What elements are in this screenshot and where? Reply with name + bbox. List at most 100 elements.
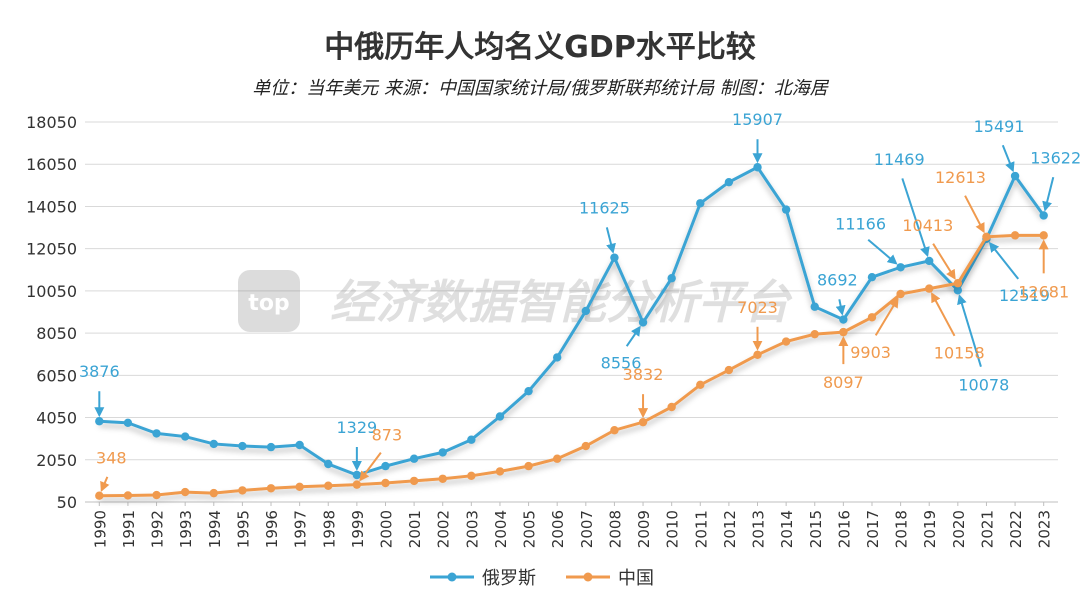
x-tick-label: 1990	[91, 510, 109, 548]
x-tick-label: 2004	[492, 510, 510, 548]
data-label: 11469	[874, 150, 925, 169]
data-point	[867, 313, 877, 322]
data-point	[638, 318, 648, 327]
x-tick-label: 1994	[206, 510, 224, 548]
data-point	[524, 386, 533, 396]
x-tick-label: 2007	[578, 510, 596, 548]
data-point	[495, 467, 505, 476]
data-label: 7023	[737, 298, 778, 317]
watermark: top 经济数据智能分析平台	[238, 270, 793, 332]
data-point	[1010, 231, 1020, 240]
data-point	[123, 491, 133, 500]
y-tick-label: 4050	[36, 409, 77, 428]
series-line-russia	[99, 165, 1045, 477]
x-tick-label: 1995	[234, 510, 252, 548]
data-point	[781, 337, 791, 346]
data-point	[295, 482, 304, 491]
x-tick-label: 2000	[377, 510, 395, 548]
legend-marker	[447, 572, 457, 582]
data-point	[238, 441, 247, 451]
data-point	[238, 486, 247, 495]
data-point	[324, 459, 333, 469]
x-tick-label: 2002	[435, 510, 453, 548]
watermark-text: 经济数据智能分析平台	[330, 275, 793, 329]
data-point	[324, 481, 333, 490]
annotation-arrow	[1001, 144, 1015, 173]
annotation-arrow	[931, 292, 956, 337]
data-point	[123, 418, 133, 428]
y-tick-label: 12050	[26, 240, 77, 259]
data-label: 12613	[935, 168, 986, 187]
data-point	[409, 454, 419, 463]
data-point	[867, 272, 877, 282]
data-point	[209, 439, 218, 449]
chart-title: 中俄历年人均名义GDP水平比较	[324, 30, 756, 65]
y-tick-label: 50	[57, 493, 77, 512]
data-label: 873	[372, 426, 403, 445]
legend-marker	[583, 572, 593, 582]
annotation-arrow	[1042, 176, 1055, 212]
data-point	[953, 286, 963, 295]
data-point	[552, 353, 562, 362]
y-tick-label: 6050	[36, 366, 77, 385]
data-point	[381, 461, 390, 471]
annotation-arrow	[957, 294, 982, 368]
y-tick-label: 2050	[36, 451, 77, 470]
x-tick-label: 1992	[149, 510, 167, 548]
data-point	[467, 471, 476, 481]
y-tick-label: 14050	[26, 197, 77, 216]
data-point	[495, 412, 505, 421]
x-tick-label: 2010	[664, 510, 682, 548]
data-point	[467, 435, 476, 444]
data-point	[266, 442, 276, 452]
x-tick-label: 2001	[406, 510, 424, 548]
x-tick-label: 1991	[120, 510, 138, 548]
x-tick-label: 2015	[807, 510, 825, 548]
data-label: 8556	[601, 353, 642, 372]
data-point	[409, 476, 419, 486]
x-tick-label: 1996	[263, 510, 281, 548]
data-point	[266, 484, 276, 493]
annotation-arrow	[100, 476, 110, 493]
data-label: 9903	[850, 343, 891, 362]
data-point	[667, 274, 676, 283]
chart-subtitle: 单位：当年美元 来源：中国国家统计局/俄罗斯联邦统计局 制图：北海居	[252, 78, 828, 99]
data-point	[925, 256, 934, 266]
data-label: 8097	[823, 373, 864, 392]
data-point	[810, 302, 819, 311]
y-tick-label: 10050	[26, 282, 77, 301]
x-tick-label: 1999	[349, 510, 367, 548]
x-tick-label: 1997	[292, 510, 310, 548]
data-point	[925, 284, 934, 293]
data-point	[896, 289, 905, 299]
x-tick-label: 1998	[320, 510, 338, 548]
data-label: 12681	[1018, 282, 1069, 301]
data-point	[295, 440, 304, 450]
data-point	[152, 490, 161, 500]
x-tick-label: 2023	[1036, 510, 1054, 548]
legend-label: 中国	[618, 568, 654, 589]
x-tick-label: 2011	[692, 510, 710, 548]
data-point	[438, 448, 447, 457]
x-tick-label: 2014	[778, 510, 796, 548]
data-point	[667, 402, 676, 412]
data-point	[696, 380, 705, 390]
x-tick-label: 2018	[893, 510, 911, 548]
data-point	[810, 329, 819, 339]
x-tick-label: 2022	[1007, 510, 1025, 548]
data-point	[209, 488, 218, 498]
data-point	[1039, 211, 1048, 220]
data-point	[953, 279, 963, 288]
data-point	[839, 315, 848, 324]
x-tick-label: 2012	[721, 510, 739, 548]
annotation-arrow	[359, 452, 382, 482]
data-label: 8692	[817, 271, 858, 290]
legend-label: 俄罗斯	[482, 568, 536, 589]
annotation-arrow	[932, 243, 956, 280]
data-point	[95, 491, 104, 500]
data-point	[152, 429, 161, 438]
data-label: 348	[96, 449, 127, 468]
data-label: 3832	[623, 365, 664, 384]
data-label: 12519	[999, 286, 1050, 305]
